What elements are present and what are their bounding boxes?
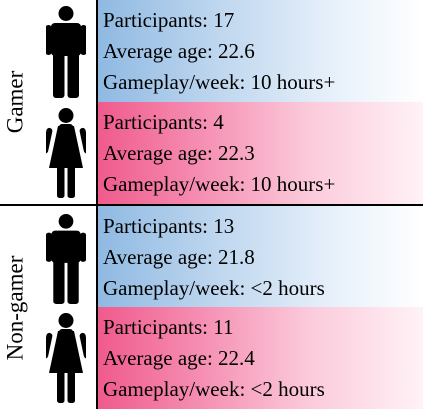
gameplay-text: Gameplay/week: 10 hours+ [103, 172, 336, 196]
female-icon [46, 108, 86, 198]
panel-gamer-male: Participants: 17 Average age: 22.6 Gamep… [97, 0, 423, 102]
gameplay-text: Gameplay/week: 10 hours+ [103, 70, 336, 94]
participants-text: Participants: 11 [103, 315, 234, 339]
panel-gamer-female: Participants: 4 Average age: 22.3 Gamepl… [97, 102, 423, 204]
panel-non-gamer-male: Participants: 13 Average age: 21.8 Gamep… [97, 206, 423, 307]
gameplay-text: Gameplay/week: <2 hours [103, 377, 325, 401]
group-label-gamer: Gamer [2, 70, 28, 134]
participants-text: Participants: 4 [103, 110, 224, 134]
group-label-non-gamer: Non-gamer [2, 255, 27, 360]
female-icon [46, 313, 86, 403]
panel-non-gamer-female: Participants: 11 Average age: 22.4 Gamep… [97, 307, 423, 409]
average-age-text: Average age: 22.3 [103, 141, 255, 165]
average-age-text: Average age: 21.8 [103, 245, 255, 269]
horizontal-divider [0, 204, 423, 206]
average-age-text: Average age: 22.6 [103, 39, 255, 63]
gameplay-text: Gameplay/week: <2 hours [103, 276, 325, 300]
male-icon [46, 6, 86, 98]
participants-text: Participants: 17 [103, 8, 235, 32]
average-age-text: Average age: 22.4 [103, 346, 255, 370]
participants-text: Participants: 13 [103, 214, 235, 238]
male-icon [46, 214, 86, 304]
